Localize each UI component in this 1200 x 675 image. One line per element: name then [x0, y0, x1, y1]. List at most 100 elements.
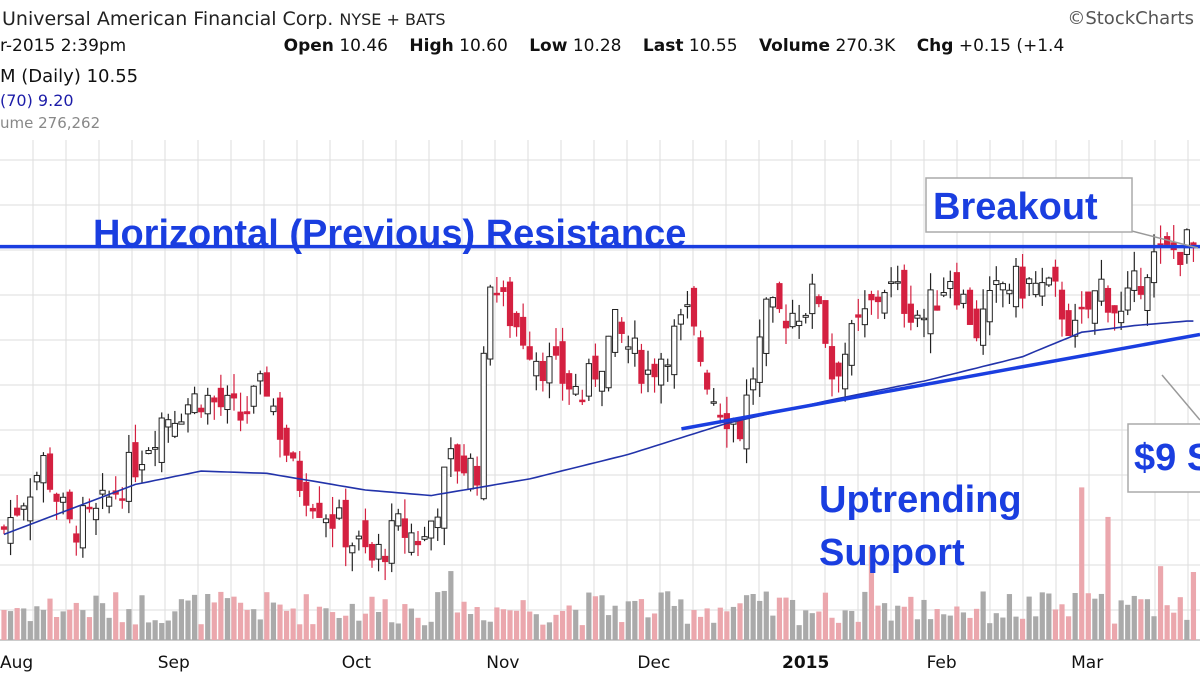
- volume-bar: [743, 595, 750, 640]
- candle-body: [244, 411, 251, 415]
- volume-bar: [1131, 595, 1137, 640]
- volume-bar: [323, 608, 329, 640]
- candle-body: [704, 372, 711, 390]
- candle-body: [434, 516, 441, 529]
- candle-body: [552, 346, 560, 356]
- breakout-annotation: Breakout: [933, 186, 1098, 228]
- candle-body: [612, 308, 619, 353]
- candle-body: [40, 455, 47, 484]
- candle-body: [920, 317, 928, 321]
- candle-body: [658, 358, 665, 386]
- volume-bar: [343, 615, 349, 640]
- volume-bar: [717, 607, 723, 640]
- volume-bar: [757, 600, 763, 640]
- candle-body: [828, 346, 836, 380]
- volume-indicator: ume 276,262: [0, 114, 101, 132]
- volume-bar: [1111, 623, 1118, 640]
- volume-bar: [908, 596, 914, 640]
- candle-body: [132, 442, 139, 478]
- volume-bar: [842, 610, 848, 640]
- volume-bar: [1190, 571, 1197, 640]
- candle-body: [224, 394, 231, 411]
- volume-bar: [375, 611, 382, 640]
- candle-body: [355, 535, 362, 540]
- candle-body: [1078, 306, 1085, 310]
- month-label: Sep: [158, 653, 190, 673]
- candle-body: [605, 335, 612, 389]
- volume-bar: [796, 625, 802, 640]
- candle-body: [178, 421, 185, 425]
- candle-body: [947, 281, 954, 290]
- candle-body: [809, 283, 816, 315]
- volume-value: 270.3K: [835, 36, 896, 56]
- candle-body: [171, 422, 178, 437]
- chg-label: Chg: [916, 36, 954, 56]
- volume-bars: [1, 487, 1197, 640]
- nine-box: [1127, 423, 1200, 493]
- candle-body: [480, 352, 487, 500]
- volume-bar: [651, 613, 658, 640]
- volume-bar: [1026, 596, 1032, 640]
- volume-bar: [507, 610, 513, 640]
- candle-body: [46, 453, 54, 490]
- volume-bar: [941, 614, 947, 640]
- volume-bar: [349, 603, 355, 640]
- volume-bar: [34, 606, 40, 640]
- volume-bar: [855, 621, 861, 640]
- candle-body: [329, 514, 336, 529]
- breakout-box: [925, 177, 1133, 233]
- volume-bar: [691, 610, 697, 640]
- candle-body: [414, 540, 422, 546]
- volume-bar: [895, 605, 901, 640]
- moving-average-line: [3, 320, 1194, 536]
- candle-body: [270, 405, 277, 413]
- candle-body: [953, 272, 960, 306]
- volume-bar: [67, 609, 73, 640]
- candle-body: [1144, 277, 1151, 311]
- date-label: r-2015 2:39pm: [0, 36, 127, 56]
- chg-value: +0.15 (+1.4: [958, 36, 1065, 56]
- volume-bar: [356, 620, 362, 640]
- support-annotation-line2: Support: [819, 532, 965, 574]
- volume-bar: [599, 595, 605, 640]
- x-axis-labels: Aug Sep Oct Nov Dec 2015 Feb Mar: [0, 653, 1103, 673]
- candle-body: [230, 393, 238, 399]
- candle-body: [1019, 266, 1026, 299]
- candle-body: [401, 518, 408, 538]
- volume-bar: [1171, 612, 1177, 640]
- candle-body: [901, 269, 908, 314]
- volume-bar: [888, 620, 894, 640]
- candle-body: [204, 394, 211, 415]
- volume-bar: [658, 592, 664, 640]
- month-label: Nov: [486, 653, 519, 673]
- candle-body: [106, 496, 113, 507]
- candle-body: [493, 292, 500, 296]
- volume-bar: [730, 606, 737, 640]
- volume-bar: [763, 591, 769, 640]
- candle-body: [1177, 251, 1184, 265]
- candle-body: [763, 298, 770, 354]
- volume-bar: [329, 612, 336, 640]
- candle-body: [263, 372, 270, 397]
- volume-bar: [612, 605, 618, 640]
- candle-body: [1065, 310, 1072, 336]
- volume-bar: [1065, 616, 1072, 640]
- volume-bar: [1006, 594, 1013, 640]
- candle-body: [60, 496, 67, 503]
- volume-bar: [809, 613, 815, 640]
- candle-body: [184, 404, 192, 415]
- candle-body: [506, 281, 514, 327]
- candle-body: [664, 364, 671, 367]
- volume-bar: [566, 605, 572, 640]
- volume-bar: [60, 611, 66, 640]
- candle-body: [855, 314, 862, 318]
- volume-bar: [1138, 599, 1144, 640]
- candle-body: [395, 513, 402, 527]
- candle-body: [27, 496, 34, 522]
- candle-body: [566, 373, 573, 390]
- chart-title: Universal American Financial Corp. NYSE …: [2, 8, 446, 30]
- candle-body: [1026, 278, 1033, 284]
- volume-bar: [428, 621, 434, 640]
- volume-bar: [724, 611, 730, 640]
